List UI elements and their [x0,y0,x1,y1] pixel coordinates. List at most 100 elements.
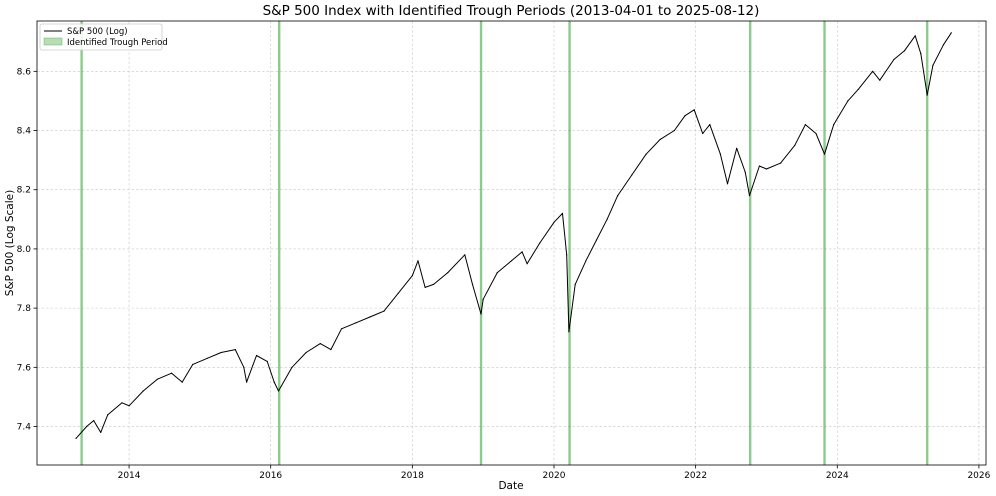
data-point [673,129,676,132]
trough-band [479,21,483,465]
data-point [273,381,275,383]
data-point [893,58,895,61]
data-point [86,425,88,428]
data-point [872,70,874,72]
ticks: 2014 2016 2018 2020 2022 2024 2026 7.4 7.6 7.8 8.0… [17,67,991,481]
y-tick-label: 8.4 [17,127,32,137]
x-tick-label: 2018 [401,471,424,481]
data-point [75,437,77,439]
data-point [719,153,722,155]
data-point [932,64,934,66]
data-point [171,372,173,374]
chart-title: S&P 500 Index with Identified Trough Per… [263,3,760,19]
x-tick-label: 2022 [684,471,707,481]
data-point [433,283,435,285]
trough-periods [80,21,929,465]
data-point [942,44,945,46]
data-point [496,272,498,274]
data-point [121,402,123,404]
data-point [585,260,587,262]
trough-band [80,21,83,465]
data-point [815,132,817,135]
data-point [447,272,449,274]
data-point [355,322,357,324]
data-point [561,212,564,214]
data-point [411,275,413,277]
data-point [369,316,371,318]
data-point [606,218,608,220]
data-point [617,195,619,197]
trough-band [823,21,826,465]
data-point [291,366,293,368]
data-point [480,313,482,315]
y-axis-label: S&P 500 (Log Scale) [4,190,16,296]
data-point [645,153,647,155]
data-point [266,360,268,362]
data-point [857,88,860,90]
data-point [914,35,916,37]
y-tick-label: 8.0 [17,245,32,255]
data-point [243,366,245,368]
legend-label-trough: Identified Trough Period [67,38,168,48]
data-point [684,115,686,117]
data-point [192,363,194,365]
data-point [93,420,95,422]
data-point [950,32,952,34]
data-point [128,405,130,407]
data-point [330,349,332,351]
trough-band [926,21,929,465]
data-point [709,124,711,126]
data-point [659,138,661,140]
trough-band [748,21,752,465]
data-point [464,254,466,256]
data-point [424,286,426,288]
data-point [220,351,222,354]
data-point [758,165,761,167]
sp500-series-line [75,32,952,439]
data-point [702,132,704,135]
data-point [471,283,474,285]
data-point [553,221,555,223]
x-tick-label: 2014 [118,471,141,481]
legend-label-sp500: S&P 500 (Log) [67,27,128,37]
x-tick-label: 2024 [826,471,849,481]
data-point [277,390,280,392]
data-point [539,242,541,244]
data-point [595,239,598,241]
x-tick-label: 2026 [967,471,990,481]
data-point [100,431,102,433]
data-point [156,378,158,380]
grid [37,21,986,465]
data-point [726,183,729,185]
y-tick-label: 8.6 [17,67,32,77]
data-point [574,283,576,285]
x-tick-label: 2016 [259,471,282,481]
data-point [693,109,695,111]
data-point [482,298,484,300]
y-tick-label: 7.6 [17,363,32,373]
data-point [794,144,796,146]
data-point [847,100,849,102]
data-point [748,195,751,197]
plot-frame [36,20,987,466]
data-point [181,381,183,383]
data-point [804,124,807,126]
data-point [383,310,385,312]
data-point [417,260,419,262]
data-point [142,390,144,392]
trough-band [278,21,281,465]
data-point [340,328,343,330]
data-point [234,349,236,351]
data-point [736,147,738,149]
data-point [319,343,321,345]
legend: S&P 500 (Log) Identified Trough Period [39,23,168,51]
legend-box [39,23,163,51]
data-point [780,162,782,164]
x-axis-label: Date [498,480,523,492]
data-point [526,263,528,265]
data-point [206,357,208,359]
y-tick-label: 7.4 [17,423,32,433]
data-point [631,174,633,176]
data-point [305,351,307,354]
